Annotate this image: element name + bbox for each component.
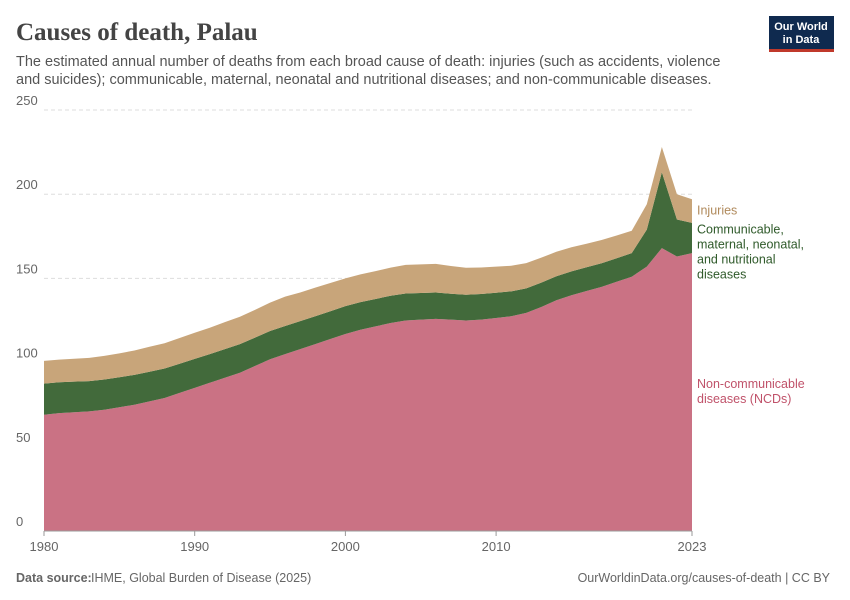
logo-bar xyxy=(769,49,834,52)
y-tick-label: 0 xyxy=(16,514,23,529)
x-tick-label: 2023 xyxy=(678,539,707,554)
y-tick-label: 250 xyxy=(16,93,38,108)
subtitle-line: The estimated annual number of deaths fr… xyxy=(16,54,720,70)
source: IHME, Global Burden of Disease (2025) xyxy=(91,571,311,585)
area xyxy=(44,147,692,384)
url: OurWorldinData.org/causes-of-death | CC … xyxy=(578,571,831,585)
logo-text: Our World xyxy=(774,21,828,33)
area xyxy=(44,248,692,531)
x-tick-label: 1980 xyxy=(30,539,59,554)
area xyxy=(44,172,692,415)
logo xyxy=(769,16,834,52)
series-label: Injuries xyxy=(697,204,737,218)
y-tick-label: 50 xyxy=(16,430,30,445)
series-label-line: and nutritional xyxy=(697,253,776,267)
series-label-line: diseases xyxy=(697,268,746,282)
x-tick-label: 2000 xyxy=(331,539,360,554)
series-label: Non-communicable diseases (NCDs) xyxy=(697,377,805,406)
source-label: Data source: xyxy=(16,571,92,585)
chart-title: Causes of death, Palau xyxy=(16,19,258,46)
series-label-line: diseases (NCDs) xyxy=(697,392,791,406)
logo-text: in Data xyxy=(783,34,821,46)
y-tick-label: 150 xyxy=(16,261,38,276)
series-label-line: Injuries xyxy=(697,204,737,218)
series-label-line: Communicable, xyxy=(697,223,784,237)
x-tick-label: 1990 xyxy=(180,539,209,554)
series-label-line: Non-communicable xyxy=(697,377,805,391)
y-tick-label: 100 xyxy=(16,346,38,361)
series-label: Communicable, maternal, neonatal, and nutr… xyxy=(697,223,804,282)
subtitle: The estimated annual number of deaths fr… xyxy=(16,54,720,88)
series-label-line: maternal, neonatal, xyxy=(697,238,804,252)
x-tick-label: 2010 xyxy=(482,539,511,554)
subtitle-line: and suicides); communicable, maternal, n… xyxy=(16,72,712,88)
y-tick-label: 200 xyxy=(16,177,38,192)
